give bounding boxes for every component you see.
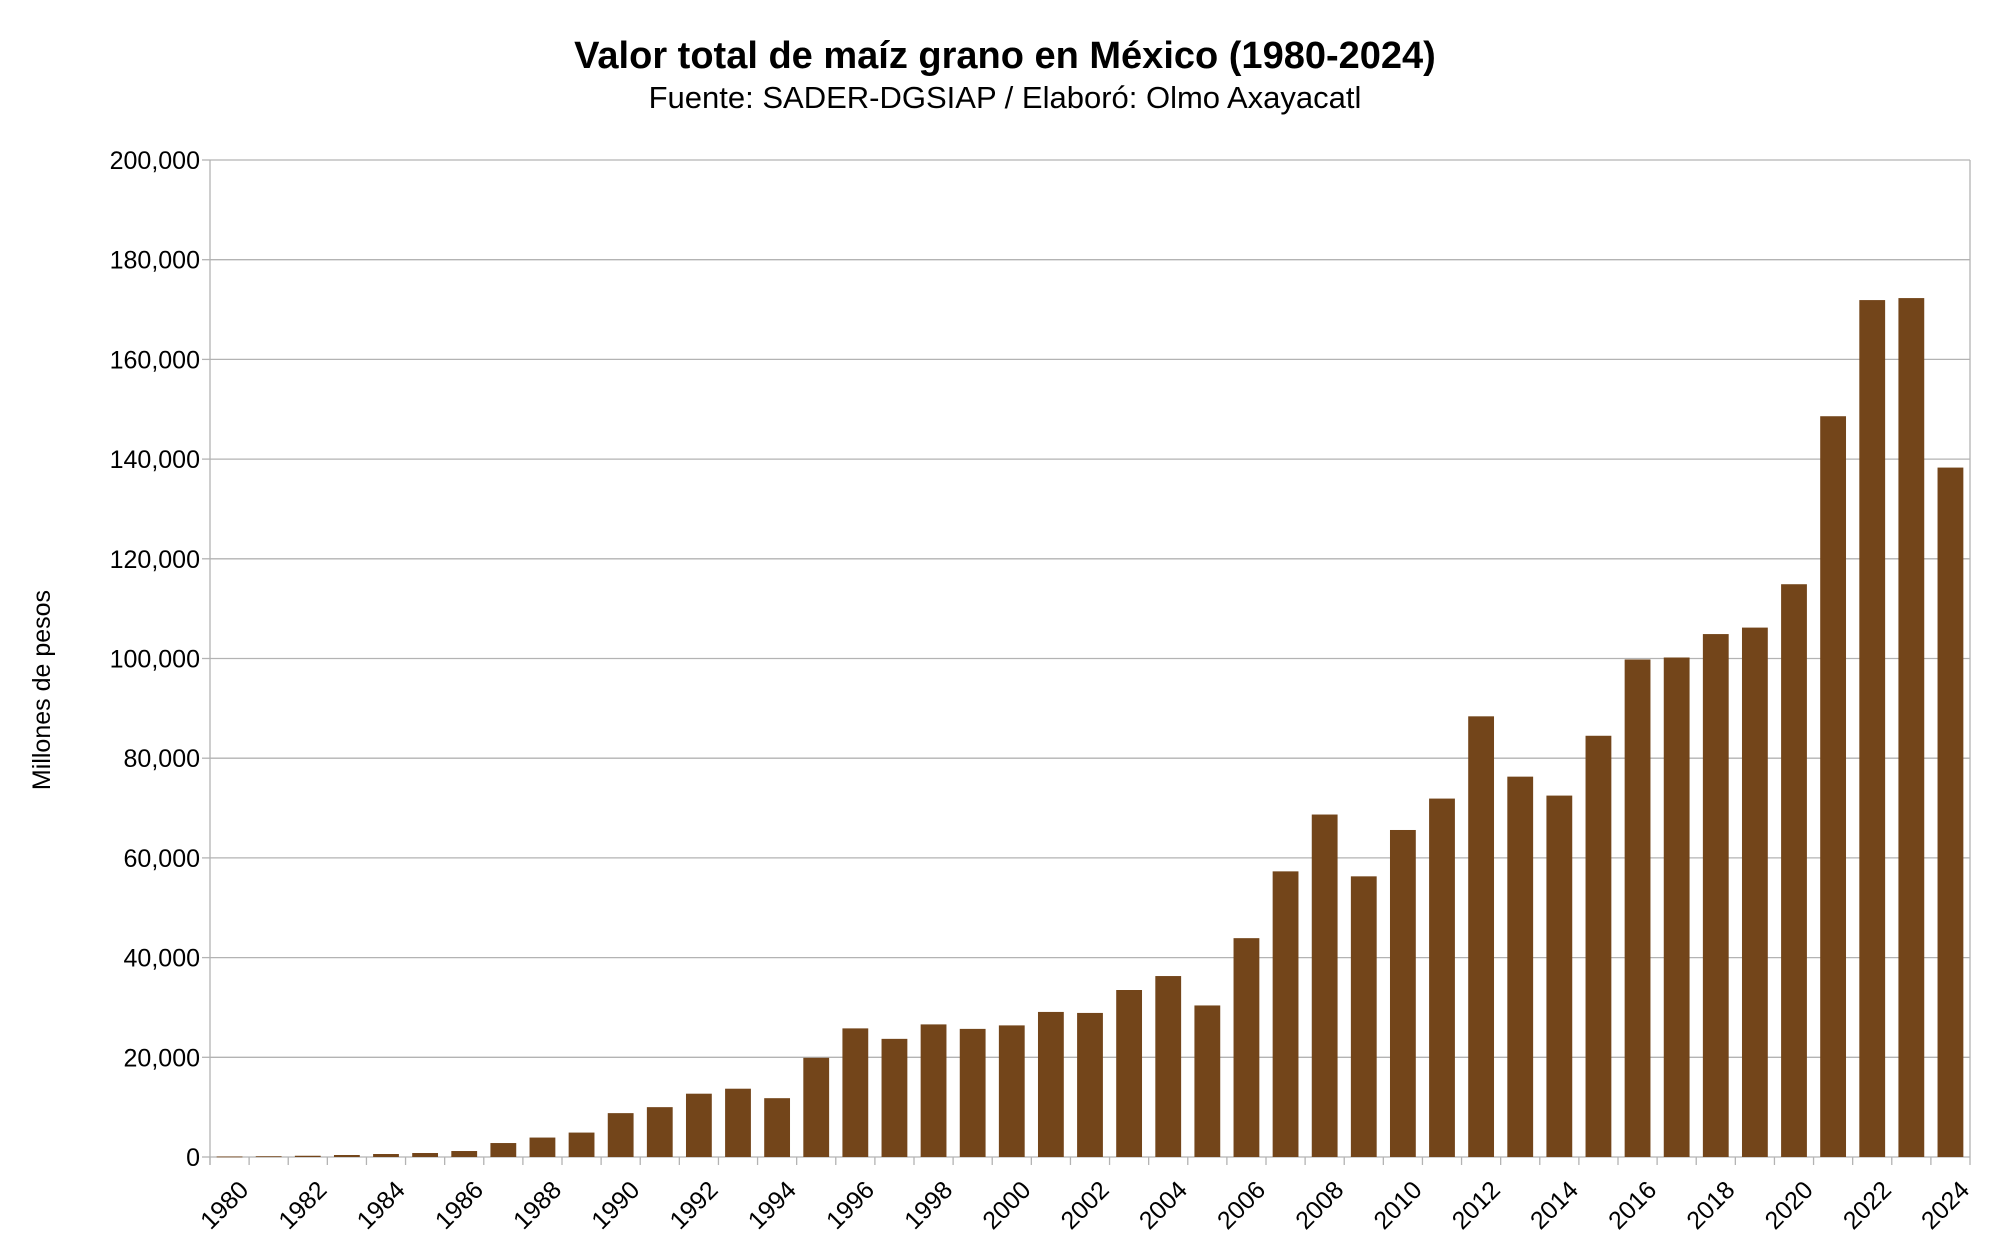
y-tick-label: 100,000 [110,646,200,674]
x-tick-label: 2020 [1760,1176,1819,1235]
bar-1980 [216,1156,243,1158]
bar-1982 [294,1155,321,1157]
x-tick-label: 1982 [273,1176,332,1235]
bar-1993 [725,1088,751,1157]
bar-2022 [1859,300,1886,1157]
x-tick-label: 2018 [1681,1176,1740,1235]
y-tick-label: 60,000 [124,845,200,873]
bar-2013 [1507,776,1534,1157]
bar-1988 [529,1137,556,1157]
y-tick-label: 200,000 [110,147,200,175]
x-tick-label: 1992 [664,1176,723,1235]
bar-1999 [959,1028,986,1157]
bar-1985 [412,1153,439,1157]
bar-2009 [1350,876,1377,1157]
x-tick-label: 2002 [1056,1176,1115,1235]
y-axis-ticks: 0 20,000 40,000 60,000 80,000 100,000 120,000 1… [110,147,200,1172]
bar-2007 [1272,871,1299,1157]
gridlines [202,159,1971,1165]
bar-2000 [998,1025,1025,1157]
x-axis-ticks: 1980 1982 1984 1986 1988 1990 1992 1994 1996 1998… [195,1176,1975,1235]
bar-1989 [568,1132,595,1157]
chart-subtitle: Fuente: SADER-DGSIAP / Elaboró: Olmo Axa… [649,80,1362,115]
bar-1984 [373,1154,399,1157]
bar-1986 [451,1151,478,1157]
bar-1996 [842,1028,869,1157]
bar-2014 [1546,795,1573,1157]
x-tick-label: 1990 [586,1176,645,1235]
bar-2006 [1233,938,1260,1157]
x-tick-label: 2004 [1134,1176,1193,1235]
bar-1997 [881,1038,908,1157]
y-tick-label: 80,000 [124,745,200,773]
x-tick-label: 2016 [1603,1176,1662,1235]
x-tick-label: 2008 [1290,1176,1349,1235]
bar-1987 [490,1143,517,1157]
bar-2020 [1781,584,1807,1157]
x-tick-label: 2022 [1838,1176,1897,1235]
bar-2008 [1311,814,1338,1157]
x-tick-label: 2006 [1212,1176,1271,1235]
x-tick-label: 2010 [1368,1176,1427,1235]
bar-2021 [1820,416,1847,1157]
x-tick-label: 2024 [1916,1176,1975,1235]
bar-1990 [607,1113,634,1157]
bar-2017 [1663,657,1690,1157]
bar-2011 [1429,798,1455,1157]
y-tick-label: 140,000 [110,446,200,474]
y-tick-label: 160,000 [110,346,200,374]
bar-2003 [1116,990,1143,1157]
x-tick-label: 1986 [430,1176,489,1235]
bar-2015 [1585,735,1612,1157]
bar-1981 [255,1156,282,1158]
bar-2019 [1741,627,1768,1157]
bar-2002 [1077,1012,1103,1157]
y-tick-label: 180,000 [110,247,200,275]
bar-1994 [764,1098,791,1157]
y-tick-label: 20,000 [124,1044,200,1072]
bar-2010 [1389,829,1416,1157]
bars [216,298,1964,1158]
chart-title: Valor total de maíz grano en México (198… [574,35,1436,77]
x-tick-label: 2000 [977,1176,1036,1235]
x-tick-label: 2014 [1525,1176,1584,1235]
bar-2001 [1037,1011,1064,1157]
bar-1998 [920,1024,947,1157]
bar-2024 [1937,467,1964,1158]
x-tick-label: 1996 [821,1176,880,1235]
x-tick-label: 1988 [508,1176,567,1235]
bar-2023 [1898,298,1925,1158]
x-tick-label: 1998 [899,1176,958,1235]
bar-2016 [1624,659,1651,1157]
bar-2004 [1155,976,1182,1157]
bar-1995 [803,1057,830,1157]
bar-2005 [1194,1005,1221,1157]
y-tick-label: 120,000 [110,546,200,574]
bar-2018 [1702,634,1729,1157]
y-tick-label: 40,000 [124,945,200,973]
bar-1991 [646,1107,673,1157]
x-tick-label: 1984 [352,1176,411,1235]
x-tick-label: 2012 [1447,1176,1506,1235]
bar-1992 [685,1093,712,1157]
y-axis-label: Millones de pesos [28,590,56,790]
x-tick-label: 1994 [743,1176,802,1235]
y-tick-label: 0 [186,1144,200,1172]
bar-1983 [333,1155,360,1157]
bar-2012 [1468,716,1495,1157]
x-tick-label: 1980 [195,1176,254,1235]
